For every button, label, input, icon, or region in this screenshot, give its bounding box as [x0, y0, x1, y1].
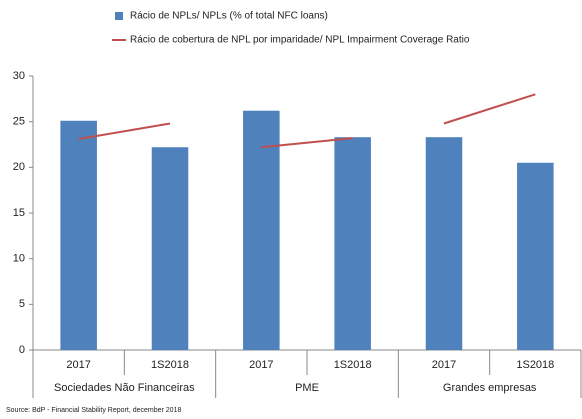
y-tick-label: 5: [19, 298, 25, 310]
bar: [425, 137, 463, 350]
legend-label: Rácio de cobertura de NPL por imparidade…: [130, 35, 470, 46]
source-note: Source: BdP - Financial Stability Report…: [6, 407, 181, 414]
x-tick-label: 2017: [432, 359, 456, 371]
x-tick-label: 1S2018: [334, 359, 372, 371]
x-tick-label: 1S2018: [516, 359, 554, 371]
y-tick-label: 0: [19, 344, 25, 356]
y-tick-label: 30: [13, 70, 25, 82]
line-segment: [78, 122, 171, 141]
group-label: Grandes empresas: [443, 382, 537, 394]
bar: [151, 147, 189, 350]
group-label: PME: [295, 382, 319, 394]
y-tick-label: 25: [13, 116, 25, 128]
line-segment: [443, 93, 536, 125]
x-tick-label: 2017: [66, 359, 90, 371]
bar: [334, 137, 371, 350]
x-tick-label: 1S2018: [151, 359, 189, 371]
bar: [60, 120, 97, 351]
y-tick-label: 10: [13, 253, 25, 265]
x-tick-label: 2017: [249, 359, 273, 371]
y-tick-label: 20: [13, 161, 25, 173]
line-segment: [261, 137, 353, 149]
legend-swatch: [115, 12, 123, 20]
legend-label: Rácio de NPLs/ NPLs (% of total NFC loan…: [130, 11, 328, 22]
bar: [517, 162, 554, 350]
y-tick-label: 15: [13, 207, 25, 219]
bar: [243, 110, 280, 350]
group-label: Sociedades Não Financeiras: [54, 382, 195, 394]
